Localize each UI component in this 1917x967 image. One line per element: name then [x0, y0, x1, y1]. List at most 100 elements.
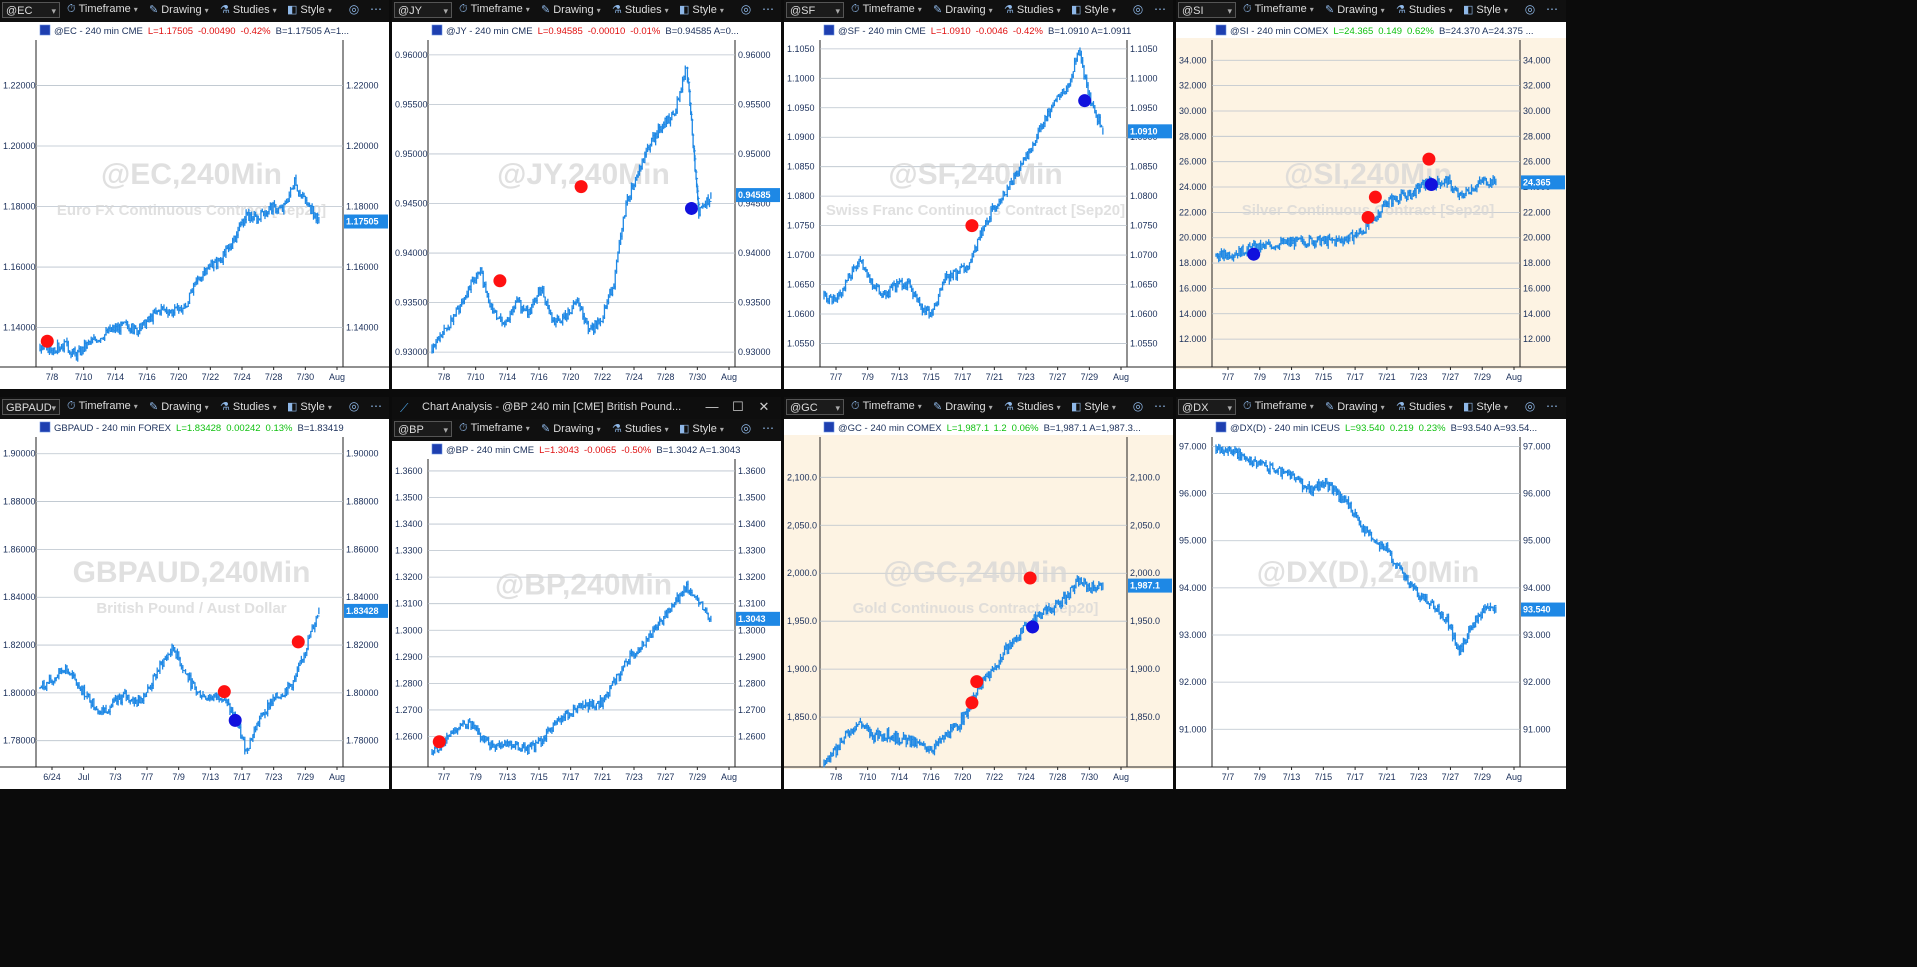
more-icon[interactable]: ⋯ — [1546, 399, 1558, 413]
timeframe-button[interactable]: ⏱ Timeframe ▾ — [1243, 3, 1314, 16]
drawing-button[interactable]: ✎ Drawing ▾ — [541, 422, 601, 435]
studies-button[interactable]: ⚗ Studies ▾ — [1004, 400, 1061, 413]
x-tick-label: 7/10 — [75, 372, 93, 382]
timeframe-button[interactable]: ⏱ Timeframe ▾ — [459, 3, 530, 16]
style-button[interactable]: ◧ Style ▾ — [1463, 400, 1508, 413]
quote-percent: -0.42% — [1013, 26, 1044, 37]
timeframe-button[interactable]: ⏱ Timeframe ▾ — [851, 400, 922, 413]
studies-button[interactable]: ⚗ Studies ▾ — [612, 3, 669, 16]
style-button[interactable]: ◧ Style ▾ — [679, 422, 724, 435]
more-icon[interactable]: ⋯ — [1154, 399, 1166, 413]
chart-svg[interactable]: 1.1050 1.1050 1.1000 1.1000 1.0950 1.0950 1.09… — [784, 22, 1173, 389]
chart-area[interactable]: 0.96000 0.96000 0.95500 0.95500 0.95000 0.950… — [392, 22, 781, 389]
quote-last: L=93.540 — [1345, 423, 1385, 434]
style-button[interactable]: ◧ Style ▾ — [1071, 3, 1116, 16]
style-button[interactable]: ◧ Style ▾ — [287, 400, 332, 413]
chart-panel-jy[interactable]: @JY ▾ ⏱ Timeframe ▾ ✎ Drawing ▾ ⚗ Studies ▾ ◧ Style ▾… — [392, 0, 781, 389]
y-tick-label-left: 28.000 — [1179, 131, 1207, 141]
style-button[interactable]: ◧ Style ▾ — [1071, 400, 1116, 413]
x-tick-label: 7/24 — [233, 372, 251, 382]
chart-panel-dx[interactable]: @DX ▾ ⏱ Timeframe ▾ ✎ Drawing ▾ ⚗ Studies ▾ ◧ Style ▾… — [1176, 397, 1566, 789]
link-icon[interactable]: ◎ — [1524, 399, 1536, 413]
close-icon[interactable]: ✕ — [758, 399, 770, 414]
style-button[interactable]: ◧ Style ▾ — [679, 3, 724, 16]
studies-button[interactable]: ⚗ Studies ▾ — [612, 422, 669, 435]
chart-area[interactable]: 34.000 34.000 32.000 32.000 30.000 30.000 28.0… — [1176, 22, 1566, 389]
symbol-selector[interactable]: @DX ▾ — [1178, 399, 1236, 415]
symbol-selector[interactable]: @JY ▾ — [394, 2, 452, 18]
maximize-icon[interactable]: ☐ — [732, 399, 744, 414]
chart-panel-sf[interactable]: @SF ▾ ⏱ Timeframe ▾ ✎ Drawing ▾ ⚗ Studies ▾ ◧ Style ▾… — [784, 0, 1173, 389]
y-tick-label-right: 0.94500 — [738, 199, 771, 209]
chart-area[interactable]: 1.3600 1.3600 1.3500 1.3500 1.3400 1.3400 1.33… — [392, 441, 781, 789]
drawing-button[interactable]: ✎ Drawing ▾ — [933, 400, 993, 413]
chart-area[interactable]: 1.1050 1.1050 1.1000 1.1000 1.0950 1.0950 1.09… — [784, 22, 1173, 389]
drawing-button[interactable]: ✎ Drawing ▾ — [1325, 3, 1385, 16]
link-icon[interactable]: ◎ — [1524, 2, 1536, 16]
chart-panel-bp[interactable]: ⟋ Chart Analysis - @BP 240 min [CME] Brit… — [392, 397, 781, 789]
timeframe-button[interactable]: ⏱ Timeframe ▾ — [459, 422, 530, 435]
chart-area[interactable]: 97.000 97.000 96.000 96.000 95.000 95.000 94.0… — [1176, 419, 1566, 789]
more-icon[interactable]: ⋯ — [1546, 2, 1558, 16]
more-icon[interactable]: ⋯ — [370, 2, 382, 16]
chart-panel-si[interactable]: @SI ▾ ⏱ Timeframe ▾ ✎ Drawing ▾ ⚗ Studies ▾ ◧ Style ▾… — [1176, 0, 1566, 389]
drawing-button[interactable]: ✎ Drawing ▾ — [149, 400, 209, 413]
chart-svg[interactable]: 1.22000 1.22000 1.20000 1.20000 1.18000 1.180… — [0, 22, 389, 389]
y-tick-label-left: 0.93500 — [395, 298, 428, 308]
watermark-subtitle: Silver Continuous Contract [Sep20] — [1242, 202, 1495, 219]
timeframe-button[interactable]: ⏱ Timeframe ▾ — [67, 3, 138, 16]
chart-svg[interactable]: 97.000 97.000 96.000 96.000 95.000 95.000 94.0… — [1176, 419, 1566, 789]
symbol-selector[interactable]: GBPAUD ▾ — [2, 399, 60, 415]
symbol-selector[interactable]: @GC ▾ — [786, 399, 844, 415]
link-icon[interactable]: ◎ — [348, 2, 360, 16]
link-icon[interactable]: ◎ — [1132, 2, 1144, 16]
chart-svg[interactable]: 1.3600 1.3600 1.3500 1.3500 1.3400 1.3400 1.33… — [392, 441, 781, 789]
style-button[interactable]: ◧ Style ▾ — [287, 3, 332, 16]
studies-button[interactable]: ⚗ Studies ▾ — [1396, 3, 1453, 16]
chart-area[interactable]: 2,100.0 2,100.0 2,050.0 2,050.0 2,000.0 2,000… — [784, 419, 1173, 789]
symbol-selector[interactable]: @BP ▾ — [394, 421, 452, 437]
minimize-icon[interactable]: — — [705, 399, 719, 414]
drawing-button[interactable]: ✎ Drawing ▾ — [933, 3, 993, 16]
drawing-button[interactable]: ✎ Drawing ▾ — [1325, 400, 1385, 413]
x-tick-label: 7/27 — [1442, 772, 1460, 782]
timeframe-button[interactable]: ⏱ Timeframe ▾ — [67, 400, 138, 413]
chart-svg[interactable]: 0.96000 0.96000 0.95500 0.95500 0.95000 0.950… — [392, 22, 781, 389]
chart-svg[interactable]: 1.90000 1.90000 1.88000 1.88000 1.86000 1.860… — [0, 419, 389, 789]
chart-panel-gbpaud[interactable]: GBPAUD ▾ ⏱ Timeframe ▾ ✎ Drawing ▾ ⚗ Studies ▾ ◧ Sty… — [0, 397, 389, 789]
studies-button[interactable]: ⚗ Studies ▾ — [220, 400, 277, 413]
quote-bid-ask: B=1,987.1 A=1,987.3... — [1044, 423, 1141, 434]
link-icon[interactable]: ◎ — [348, 399, 360, 413]
timeframe-button[interactable]: ⏱ Timeframe ▾ — [1243, 400, 1314, 413]
more-icon[interactable]: ⋯ — [762, 2, 774, 16]
style-button[interactable]: ◧ Style ▾ — [1463, 3, 1508, 16]
drawing-button[interactable]: ✎ Drawing ▾ — [541, 3, 601, 16]
more-icon[interactable]: ⋯ — [370, 399, 382, 413]
more-icon[interactable]: ⋯ — [762, 421, 774, 435]
y-tick-label-right: 16.000 — [1523, 283, 1551, 293]
quote-header: GBPAUD - 240 min FOREX L=1.83428 0.00242 0.… — [39, 421, 344, 434]
chart-svg[interactable]: 2,100.0 2,100.0 2,050.0 2,050.0 2,000.0 2,000… — [784, 419, 1173, 789]
more-icon[interactable]: ⋯ — [1154, 2, 1166, 16]
timeframe-button[interactable]: ⏱ Timeframe ▾ — [851, 3, 922, 16]
chevron-down-icon: ▾ — [835, 403, 840, 413]
chart-panel-ec[interactable]: @EC ▾ ⏱ Timeframe ▾ ✎ Drawing ▾ ⚗ Studies ▾ ◧ Style ▾… — [0, 0, 389, 389]
quote-header: @EC - 240 min CME L=1.17505 -0.00490 -0.42%… — [39, 24, 349, 37]
chart-panel-gc[interactable]: @GC ▾ ⏱ Timeframe ▾ ✎ Drawing ▾ ⚗ Studies ▾ ◧ Style ▾… — [784, 397, 1173, 789]
studies-button[interactable]: ⚗ Studies ▾ — [1396, 400, 1453, 413]
studies-button[interactable]: ⚗ Studies ▾ — [220, 3, 277, 16]
chart-area[interactable]: 1.22000 1.22000 1.20000 1.20000 1.18000 1.180… — [0, 22, 389, 389]
clock-icon: ⏱ — [459, 3, 468, 15]
style-label: Style — [1476, 401, 1501, 413]
chart-area[interactable]: 1.90000 1.90000 1.88000 1.88000 1.86000 1.860… — [0, 419, 389, 789]
studies-button[interactable]: ⚗ Studies ▾ — [1004, 3, 1061, 16]
chevron-down-icon: ▾ — [443, 6, 448, 16]
chart-svg[interactable]: 34.000 34.000 32.000 32.000 30.000 30.000 28.0… — [1176, 22, 1566, 389]
symbol-selector[interactable]: @EC ▾ — [2, 2, 60, 18]
link-icon[interactable]: ◎ — [740, 421, 752, 435]
symbol-selector[interactable]: @SI ▾ — [1178, 2, 1236, 18]
drawing-button[interactable]: ✎ Drawing ▾ — [149, 3, 209, 16]
link-icon[interactable]: ◎ — [1132, 399, 1144, 413]
link-icon[interactable]: ◎ — [740, 2, 752, 16]
symbol-selector[interactable]: @SF ▾ — [786, 2, 844, 18]
